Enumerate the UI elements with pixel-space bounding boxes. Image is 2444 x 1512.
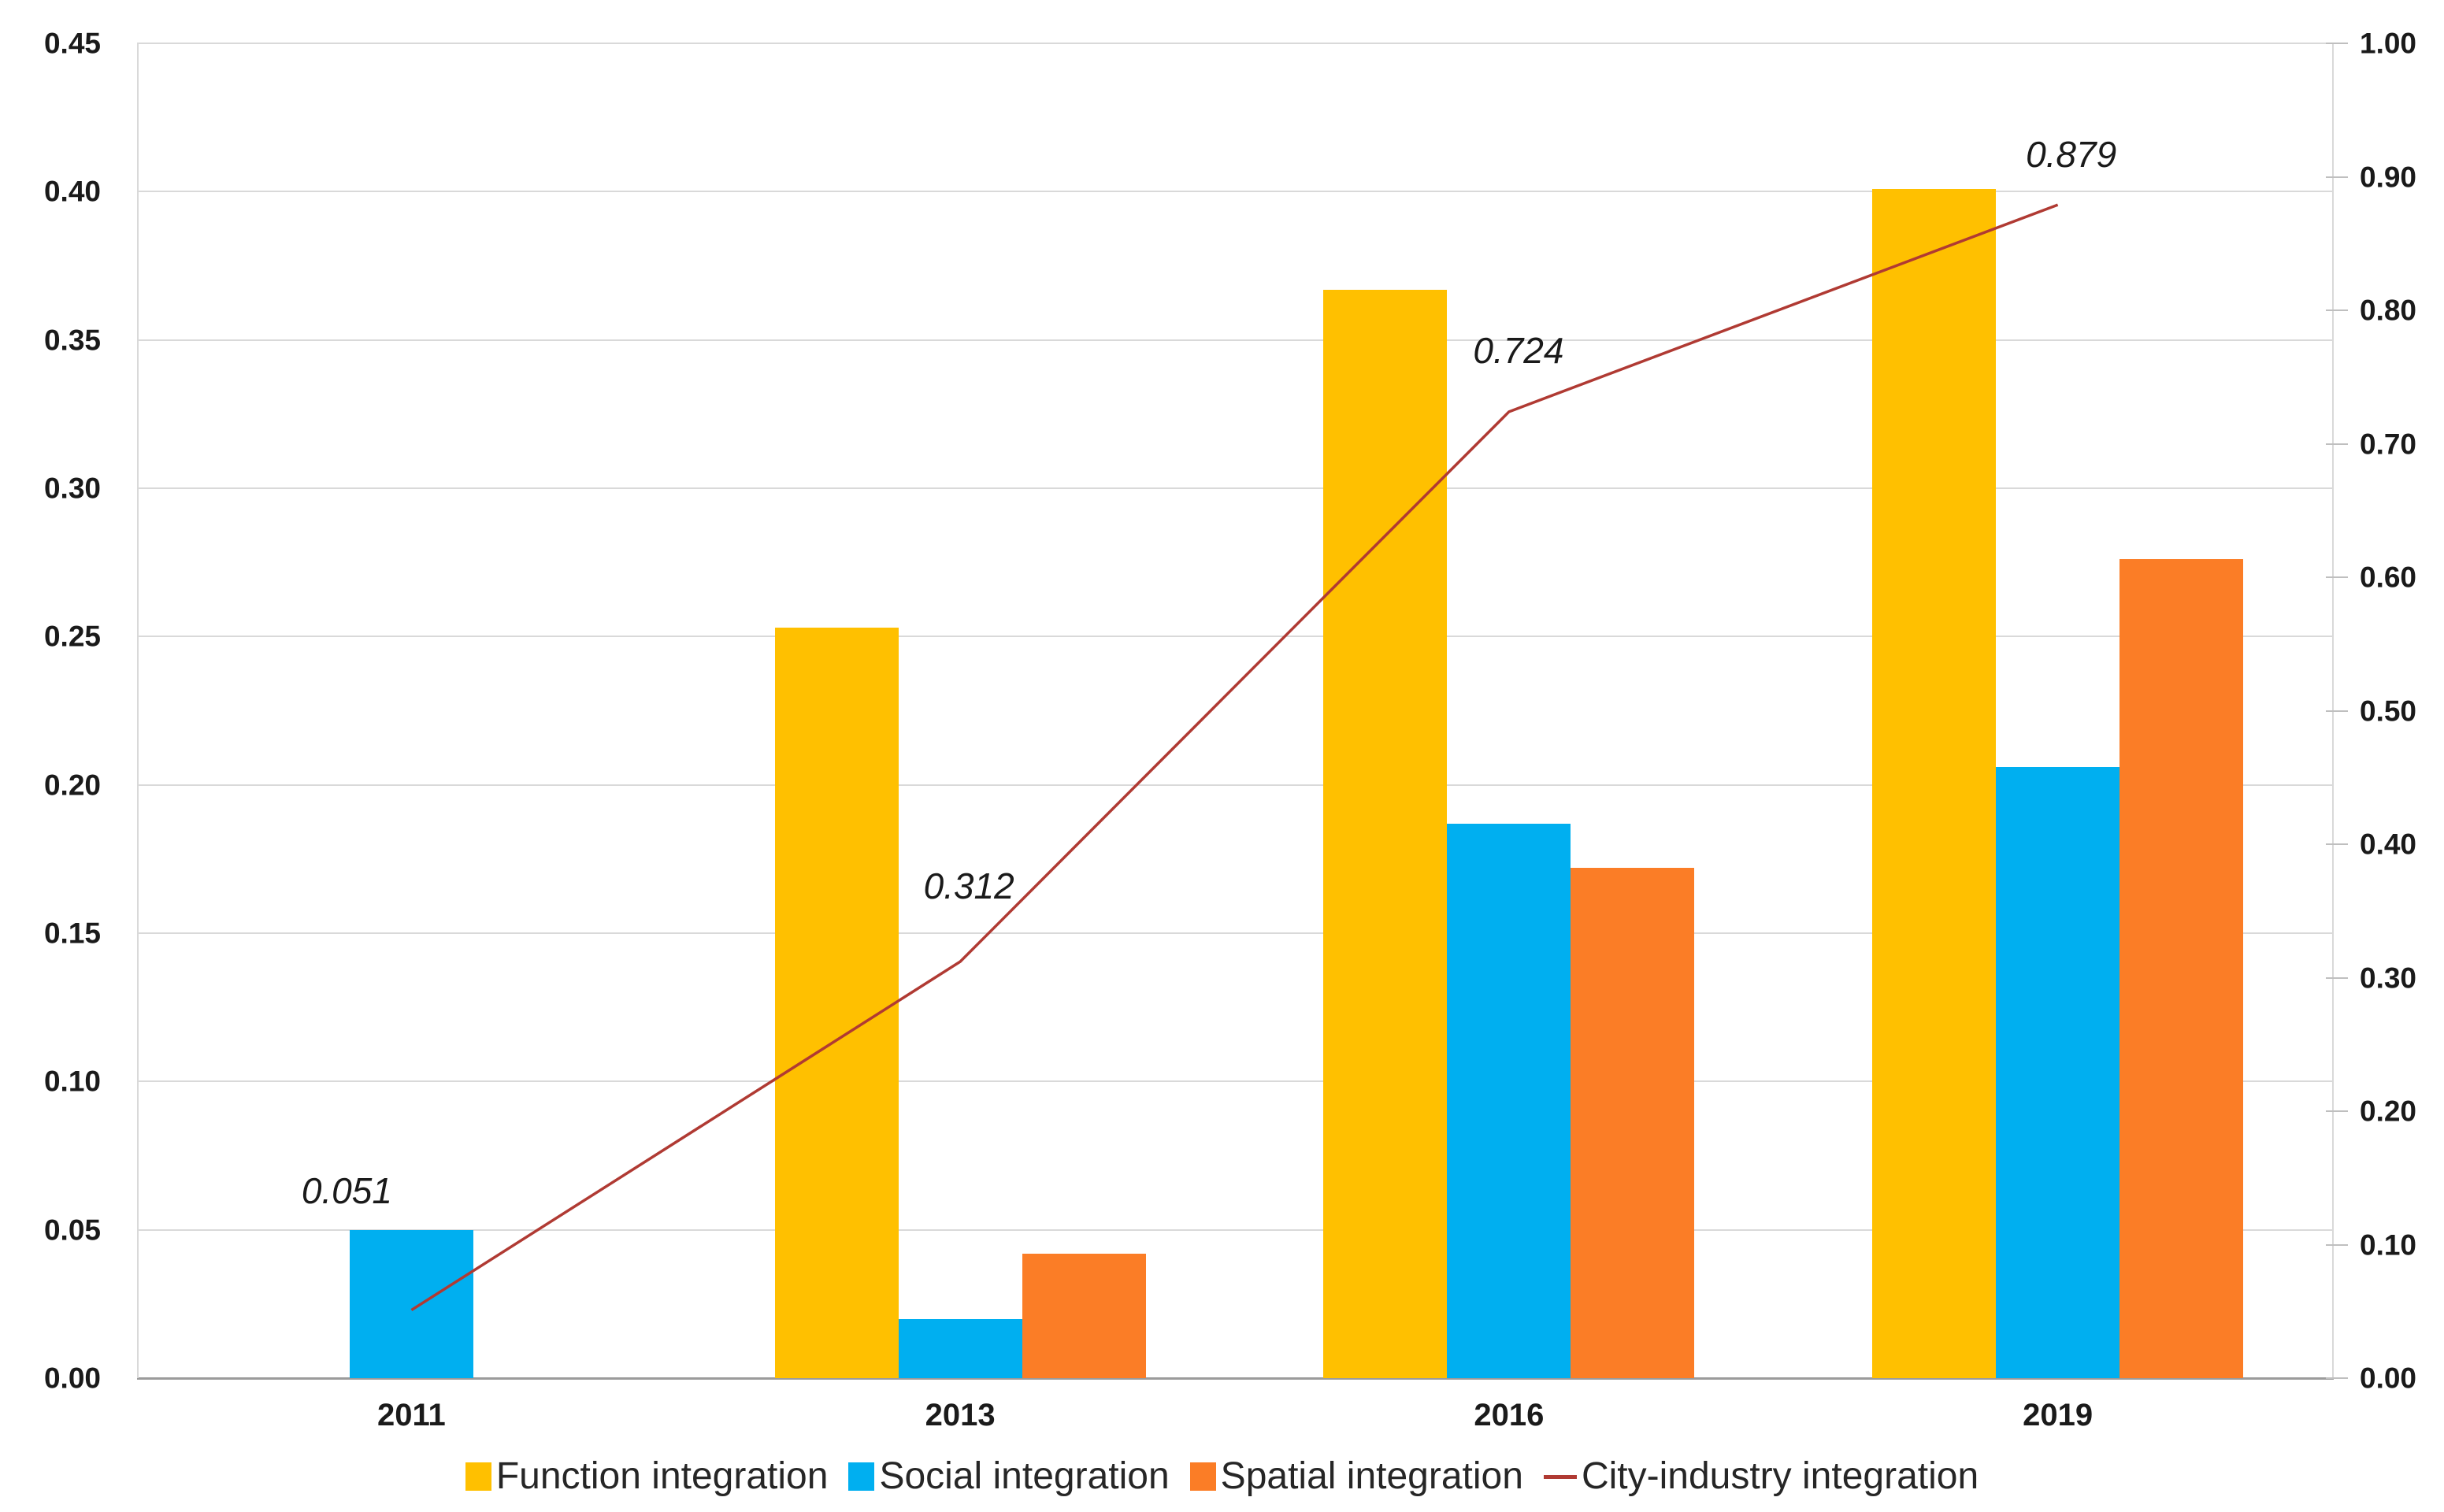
legend-line-marker-icon <box>1543 1474 1577 1479</box>
legend-item-city-industry-integration: City-industry integration <box>1543 1455 1979 1497</box>
right-axis-tick-label: 0.30 <box>2360 962 2417 994</box>
left-axis-tick-label: 0.45 <box>43 27 101 60</box>
bar-social-integration-2013 <box>898 1318 1022 1378</box>
left-axis-tick-label: 0.20 <box>43 769 101 802</box>
gridline <box>137 636 2332 638</box>
right-axis-tick-label: 0.00 <box>2360 1362 2417 1395</box>
left-axis-tick-label: 0.30 <box>43 472 101 505</box>
legend-item-social-integration: Social integration <box>848 1455 1170 1497</box>
legend-item-label: Function integration <box>495 1455 829 1497</box>
x-axis-category-label: 2013 <box>925 1398 996 1432</box>
bar-spatial-integration-2016 <box>1571 868 1695 1378</box>
left-axis-tick-label: 0.00 <box>43 1362 101 1395</box>
legend-swatch-function-integration-icon <box>465 1462 491 1491</box>
bar-social-integration-2016 <box>1447 823 1571 1378</box>
gridline <box>137 191 2332 193</box>
x-axis-line <box>137 1377 2334 1380</box>
left-axis-tick-label: 0.40 <box>43 175 101 208</box>
left-axis-tick-label: 0.05 <box>43 1214 101 1247</box>
right-axis-tick <box>2326 43 2348 44</box>
gridline <box>137 339 2332 341</box>
bar-social-integration-2019 <box>1996 767 2120 1378</box>
line-data-label: 0.724 <box>1473 329 1564 371</box>
bar-function-integration-2013 <box>774 628 899 1378</box>
legend-item-label: Spatial integration <box>1220 1455 1523 1497</box>
bar-function-integration-2019 <box>1872 188 1997 1378</box>
right-axis-tick <box>2326 1243 2348 1246</box>
x-axis-category-label: 2016 <box>1474 1398 1545 1432</box>
legend-swatch-social-integration-icon <box>848 1462 875 1491</box>
right-axis-tick-label: 1.00 <box>2360 27 2417 60</box>
right-axis-tick-label: 0.20 <box>2360 1095 2417 1128</box>
plot-border-left <box>137 43 139 1378</box>
left-axis-tick-label: 0.15 <box>43 917 101 950</box>
right-axis-tick <box>2326 576 2348 578</box>
bar-function-integration-2016 <box>1323 289 1448 1378</box>
legend-item-function-integration: Function integration <box>465 1455 829 1497</box>
right-axis-tick <box>2326 843 2348 845</box>
legend-item-label: City-industry integration <box>1581 1455 1979 1497</box>
gridline <box>137 43 2332 44</box>
line-data-label: 0.051 <box>301 1169 392 1211</box>
left-axis-tick-label: 0.10 <box>43 1065 101 1098</box>
right-axis-tick <box>2326 976 2348 979</box>
right-axis-tick-label: 0.50 <box>2360 695 2417 727</box>
right-axis-tick <box>2326 309 2348 311</box>
x-axis-category-label: 2019 <box>2023 1398 2094 1432</box>
left-axis-tick-label: 0.25 <box>43 620 101 653</box>
right-axis-tick-label: 0.70 <box>2360 428 2417 460</box>
right-axis-tick <box>2326 710 2348 712</box>
x-axis-category-label: 2011 <box>376 1398 446 1432</box>
right-axis-tick-label: 0.80 <box>2360 294 2417 327</box>
trend-line <box>410 203 2059 1312</box>
right-axis-tick-label: 0.10 <box>2360 1228 2417 1261</box>
right-axis-tick-label: 0.90 <box>2360 161 2417 193</box>
right-axis-tick-label: 0.40 <box>2360 828 2417 861</box>
bar-spatial-integration-2013 <box>1022 1253 1146 1378</box>
right-axis-tick <box>2326 1110 2348 1112</box>
left-axis-tick-label: 0.35 <box>43 324 101 357</box>
bar-spatial-integration-2019 <box>2119 559 2244 1378</box>
right-axis-tick <box>2326 176 2348 178</box>
legend-swatch-spatial-integration-icon <box>1189 1462 1216 1491</box>
right-axis-tick-label: 0.60 <box>2360 561 2417 594</box>
line-data-label: 0.312 <box>923 865 1014 907</box>
legend: Function integration Social integration Sp… <box>0 1449 2444 1504</box>
line-data-label: 0.879 <box>2026 134 2117 176</box>
right-axis-tick <box>2326 1377 2348 1379</box>
legend-item-label: Social integration <box>879 1455 1170 1497</box>
bar-social-integration-2011 <box>349 1229 473 1378</box>
legend-item-spatial-integration: Spatial integration <box>1189 1455 1523 1497</box>
right-axis-tick <box>2326 443 2348 445</box>
gridline <box>137 487 2332 489</box>
